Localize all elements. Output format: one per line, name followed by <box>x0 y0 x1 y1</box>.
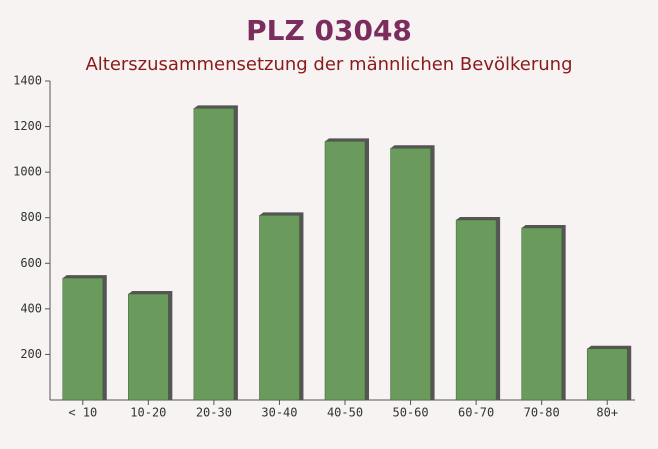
chart-subtitle: Alterszusammensetzung der männlichen Bev… <box>85 54 572 75</box>
bar <box>259 215 300 401</box>
x-tick-label: 40-50 <box>327 406 363 420</box>
x-tick-label: 20-30 <box>196 406 232 420</box>
bar <box>193 108 235 401</box>
x-tick-label: 30-40 <box>261 406 297 420</box>
y-tick-label: 800 <box>20 210 42 224</box>
bar <box>586 348 628 401</box>
x-tick-label: 50-60 <box>392 406 428 420</box>
x-tick-label: 80+ <box>596 406 618 420</box>
y-tick-label: 1400 <box>13 74 42 88</box>
bar <box>128 293 169 401</box>
x-tick-label: 70-80 <box>524 406 560 420</box>
y-tick-label: 400 <box>20 301 42 315</box>
x-tick-label: 60-70 <box>458 406 494 420</box>
bar <box>62 277 104 401</box>
bar <box>521 227 562 401</box>
y-tick-label: 1200 <box>13 119 42 133</box>
y-tick-label: 200 <box>20 347 42 361</box>
chart-title: PLZ 03048 <box>246 14 412 47</box>
x-tick-label: 10-20 <box>130 406 166 420</box>
x-tick-label: < 10 <box>68 406 97 420</box>
y-tick-label: 600 <box>20 256 42 270</box>
bar <box>390 147 431 401</box>
bar <box>324 141 366 401</box>
y-tick-label: 1000 <box>13 165 42 179</box>
bar <box>455 219 497 401</box>
